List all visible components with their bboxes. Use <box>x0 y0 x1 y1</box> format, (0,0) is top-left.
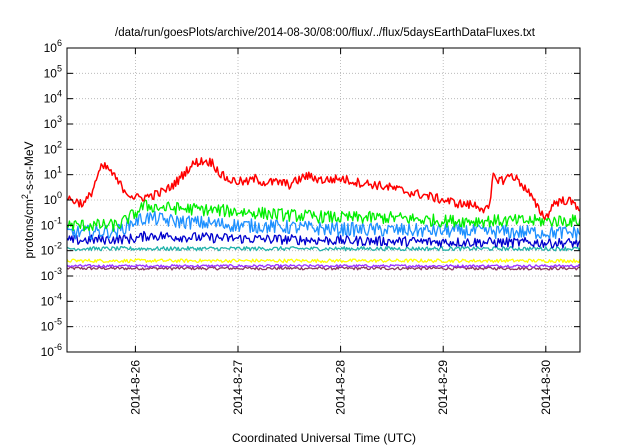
y-tick-label: 103 <box>44 114 62 131</box>
series-line-3 <box>66 210 581 241</box>
y-tick-exponent: -4 <box>54 291 62 301</box>
y-tick-base: 10 <box>44 117 58 131</box>
y-tick-exponent: 2 <box>57 139 62 149</box>
y-tick-base: 10 <box>41 345 55 359</box>
y-tick-label: 10-4 <box>41 291 62 308</box>
y-tick-base: 10 <box>44 41 58 55</box>
x-tick-label: 2014-8-26 <box>128 360 142 415</box>
y-tick-base: 10 <box>41 320 55 334</box>
y-tick-base: 10 <box>41 244 55 258</box>
x-axis-label: Coordinated Universal Time (UTC) <box>232 431 416 445</box>
y-tick-label: 101 <box>44 165 62 182</box>
x-tick-label: 2014-8-28 <box>334 360 348 415</box>
y-tick-exponent: 0 <box>57 190 62 200</box>
y-tick-exponent: -1 <box>54 215 62 225</box>
y-tick-label: 10-3 <box>41 266 62 283</box>
x-tick-group: 2014-8-26 2014-8-27 2014-8-28 2014-8-29 2014… <box>128 48 553 415</box>
y-tick-label: 106 <box>44 38 62 55</box>
y-tick-label: 104 <box>44 89 62 106</box>
series-line-5 <box>66 245 581 252</box>
series-line-6 <box>66 258 581 264</box>
y-tick-exponent: -2 <box>54 241 62 251</box>
y-tick-base: 10 <box>44 92 58 106</box>
series-line-4 <box>66 230 581 249</box>
x-tick-label: 2014-8-29 <box>436 360 450 415</box>
y-tick-base: 10 <box>41 269 55 283</box>
y-tick-label: 10-1 <box>41 215 62 232</box>
y-tick-base: 10 <box>44 66 58 80</box>
y-tick-exponent: 6 <box>57 38 62 48</box>
y-tick-base: 10 <box>44 193 58 207</box>
y-tick-label: 102 <box>44 139 62 156</box>
y-tick-exponent: -6 <box>54 342 62 352</box>
y-tick-exponent: 5 <box>57 63 62 73</box>
y-tick-base: 10 <box>44 142 58 156</box>
y-tick-exponent: 3 <box>57 114 62 124</box>
y-tick-label: 100 <box>44 190 62 207</box>
y-tick-base: 10 <box>44 168 58 182</box>
series-group <box>66 157 581 271</box>
x-tick-label: 2014-8-30 <box>539 360 553 415</box>
y-tick-base: 10 <box>41 294 55 308</box>
y-tick-label: 105 <box>44 63 62 80</box>
y-tick-label: 10-5 <box>41 317 62 334</box>
y-tick-exponent: 4 <box>57 89 62 99</box>
y-axis-label: protons/cm2-s-sr-MeV <box>20 141 36 258</box>
x-tick-label: 2014-8-27 <box>231 360 245 415</box>
series-line-7 <box>66 264 581 268</box>
y-tick-label: 10-6 <box>41 342 62 359</box>
y-tick-base: 10 <box>41 218 55 232</box>
series-line-1 <box>66 157 581 221</box>
y-tick-group: 10-610-510-410-310-210-11001011021031041… <box>41 38 580 359</box>
series-line-2 <box>66 199 581 232</box>
chart-title: /data/run/goesPlots/archive/2014-08-30/0… <box>115 27 536 39</box>
y-tick-exponent: -3 <box>54 266 62 276</box>
y-tick-exponent: 1 <box>57 165 62 175</box>
y-tick-exponent: -5 <box>54 317 62 327</box>
y-tick-label: 10-2 <box>41 241 62 258</box>
